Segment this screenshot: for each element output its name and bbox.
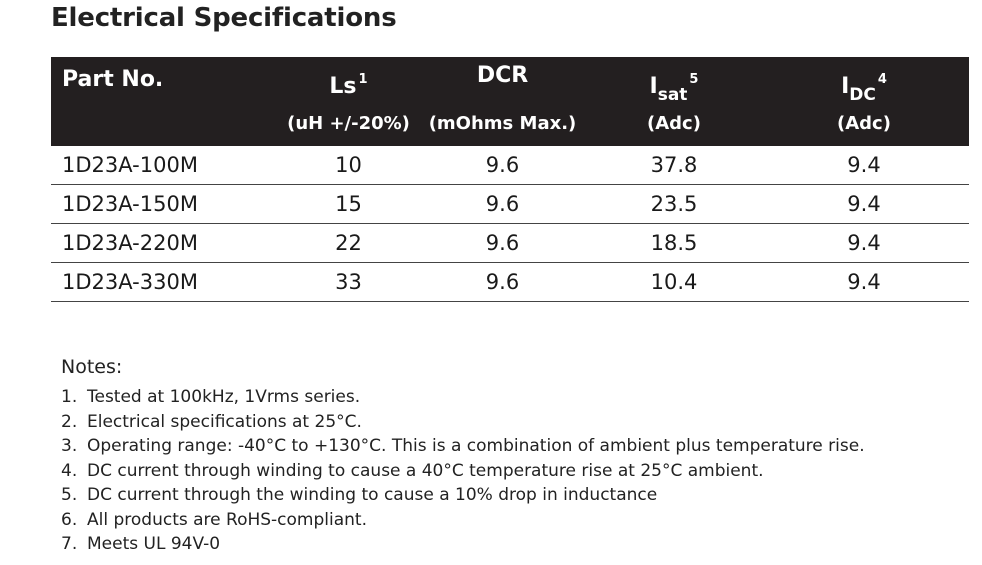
cell-idc: 9.4 [759,146,969,185]
note-text: Operating range: -40°C to +130°C. This i… [87,436,865,456]
note-text: Tested at 100kHz, 1Vrms series. [87,387,361,407]
note-number: 1. [61,387,78,407]
note-text: Meets UL 94V-0 [87,534,221,554]
note-number: 7. [61,534,78,554]
cell-part-no: 1D23A-330M [51,262,281,302]
cell-ls: 10 [281,146,416,185]
table-row: 1D23A-100M 10 9.6 37.8 9.4 [51,146,969,185]
cell-dcr: 9.6 [416,223,589,263]
header-row-labels: Part No. Ls 1 DCR Isat5 IDC4 [51,57,969,146]
cell-part-no: 1D23A-220M [51,223,281,263]
header-ls-unit: (uH +/-20%) [281,110,416,146]
header-ls-label: Ls [329,74,357,99]
note-item: 4. DC current through winding to cause a … [61,459,865,484]
cell-dcr: 9.6 [416,262,589,302]
notes-title: Notes: [61,356,123,378]
header-isat: Isat5 [589,57,759,110]
table-row: 1D23A-330M 33 9.6 10.4 9.4 [51,262,969,302]
note-number: 6. [61,509,78,530]
page-title: Electrical Specifications [51,3,397,33]
note-item: 7. Meets UL 94V-0 [61,532,865,557]
header-idc-footnote: 4 [877,72,887,87]
cell-idc: 9.4 [759,223,969,263]
header-isat-footnote: 5 [689,72,699,87]
note-item: 6. All products are RoHS-compliant. [61,508,865,533]
cell-ls: 33 [281,262,416,302]
header-idc-label: I [841,74,850,99]
note-number: 3. [61,436,78,456]
note-item: 1. Tested at 100kHz, 1Vrms series. [61,385,865,410]
header-idc-subscript: DC [849,85,876,105]
cell-ls: 15 [281,184,416,224]
cell-dcr: 9.6 [416,146,589,185]
header-dcr: DCR [416,57,589,110]
header-ls: Ls 1 [281,57,416,110]
note-number: 5. [61,485,78,505]
note-text: DC current through the winding to cause … [87,485,658,505]
note-item: 3. Operating range: -40°C to +130°C. This… [61,434,865,459]
note-text: Electrical specifications at 25°C. [87,411,362,432]
note-item: 5. DC current through the winding to caus… [61,483,865,508]
header-part-no: Part No. [51,57,281,146]
cell-idc: 9.4 [759,184,969,224]
cell-isat: 18.5 [589,223,759,263]
notes-section: Notes: 1. Tested at 100kHz, 1Vrms series.… [61,355,865,557]
note-item: 2. Electrical specifications at 25°C. [61,410,865,435]
header-isat-unit: (Adc) [589,110,759,146]
header-row-units: (uH +/-20%) (mOhms Max.) (Adc) (Adc) [51,110,969,146]
header-isat-label: I [649,74,658,99]
cell-ls: 22 [281,223,416,263]
cell-dcr: 9.6 [416,184,589,224]
note-number: 4. [61,460,78,481]
table-header: Part No. Ls 1 DCR Isat5 IDC4 (uH +/-20%) … [51,57,969,146]
header-part-label: Part No. [62,67,164,92]
cell-part-no: 1D23A-100M [51,146,281,185]
cell-idc: 9.4 [759,262,969,302]
header-dcr-unit: (mOhms Max.) [416,110,589,146]
cell-isat: 10.4 [589,262,759,302]
electrical-specs-table: Part No. Ls 1 DCR Isat5 IDC4 (uH +/-20%) … [51,57,969,302]
header-idc-unit: (Adc) [759,110,969,146]
table-body: 1D23A-100M 10 9.6 37.8 9.4 1D23A-150M 15… [51,146,969,302]
header-isat-subscript: sat [657,85,688,105]
header-idc: IDC4 [759,57,969,110]
header-ls-footnote: 1 [358,72,368,87]
table-row: 1D23A-150M 15 9.6 23.5 9.4 [51,184,969,224]
cell-part-no: 1D23A-150M [51,184,281,224]
note-text: All products are RoHS-compliant. [87,509,367,530]
note-text: DC current through winding to cause a 40… [87,460,764,481]
note-number: 2. [61,411,78,432]
cell-isat: 37.8 [589,146,759,185]
table-row: 1D23A-220M 22 9.6 18.5 9.4 [51,223,969,263]
header-dcr-label: DCR [476,63,529,88]
cell-isat: 23.5 [589,184,759,224]
